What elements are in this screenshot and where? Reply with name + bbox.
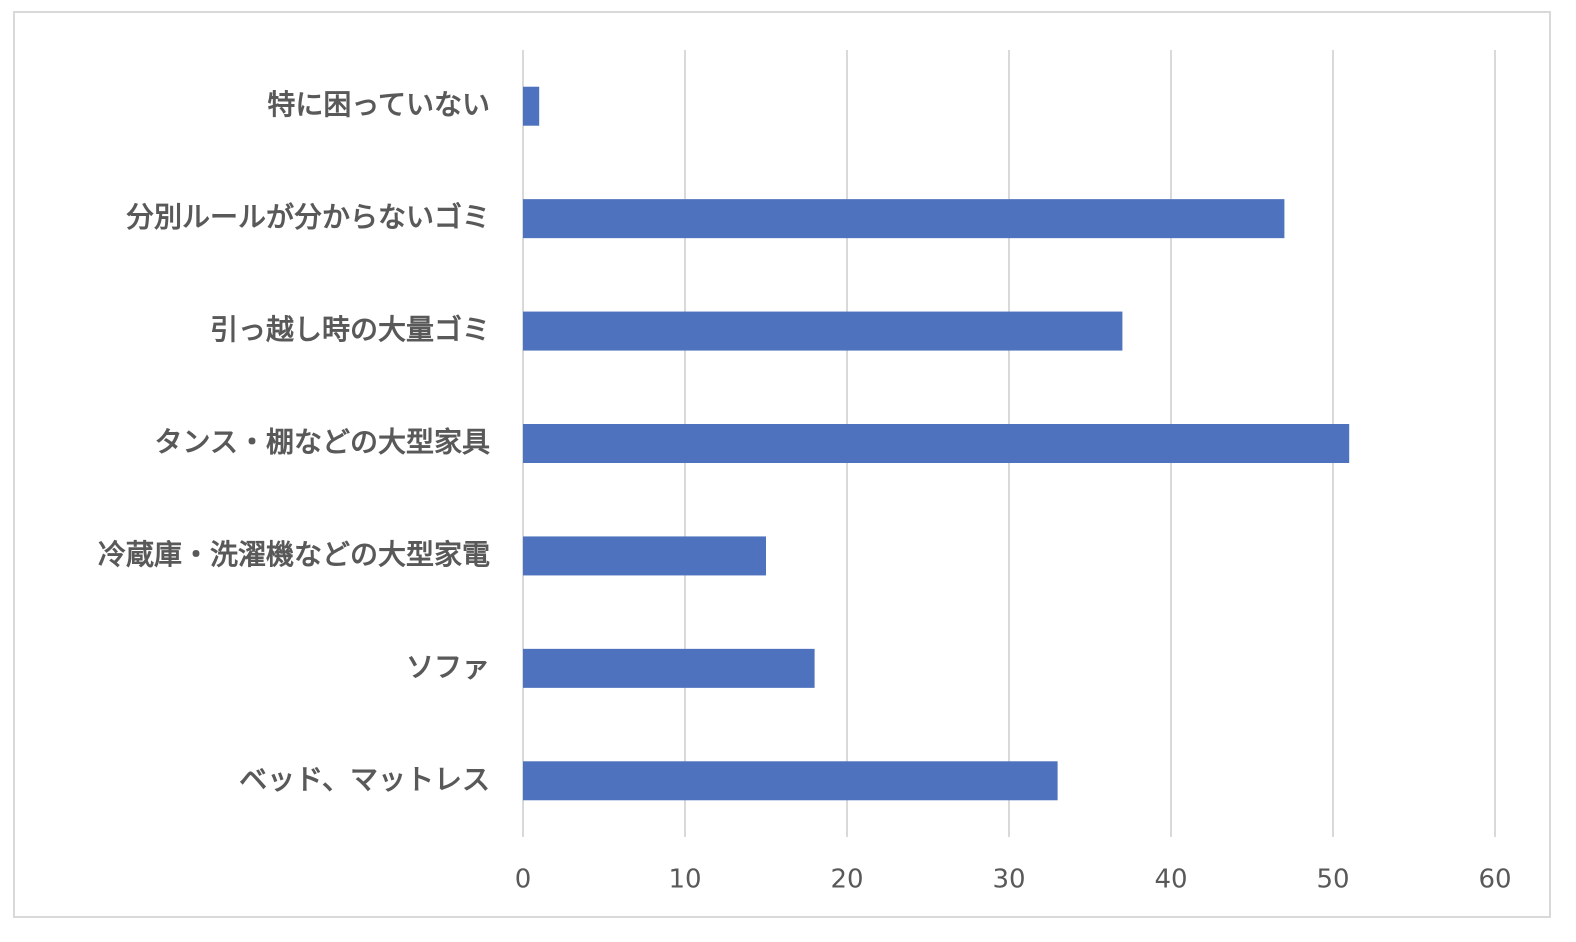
bar-2 (523, 311, 1123, 351)
bar-3 (523, 424, 1350, 463)
category-labels: 特に困っていない分別ルールが分からないゴミ引っ越し時の大量ゴミタンス・棚などの大… (98, 88, 490, 796)
bar-5 (523, 648, 815, 688)
x-tick-label: 0 (515, 865, 532, 895)
category-label: 特に困っていない (267, 88, 490, 121)
bar-0 (523, 86, 540, 126)
x-tick-labels: 0 10 20 30 40 50 60 (515, 865, 1512, 895)
bars (523, 86, 1350, 801)
category-label: ソファ (406, 650, 490, 683)
category-label: 引っ越し時の大量ゴミ (210, 313, 490, 346)
category-label: 冷蔵庫・洗濯機などの大型家電 (98, 538, 490, 571)
x-tick-label: 10 (668, 865, 701, 895)
category-label: タンス・棚などの大型家具 (155, 426, 490, 459)
category-label: ベッド、マットレス (239, 763, 490, 796)
x-tick-label: 60 (1478, 865, 1511, 895)
x-tick-label: 50 (1316, 865, 1349, 895)
bar-1 (523, 199, 1285, 239)
x-tick-label: 40 (1154, 865, 1187, 895)
x-tick-label: 20 (830, 865, 863, 895)
bar-6 (523, 761, 1058, 801)
x-tick-label: 30 (992, 865, 1025, 895)
bar-4 (523, 536, 766, 576)
category-label: 分別ルールが分からないゴミ (126, 201, 490, 234)
